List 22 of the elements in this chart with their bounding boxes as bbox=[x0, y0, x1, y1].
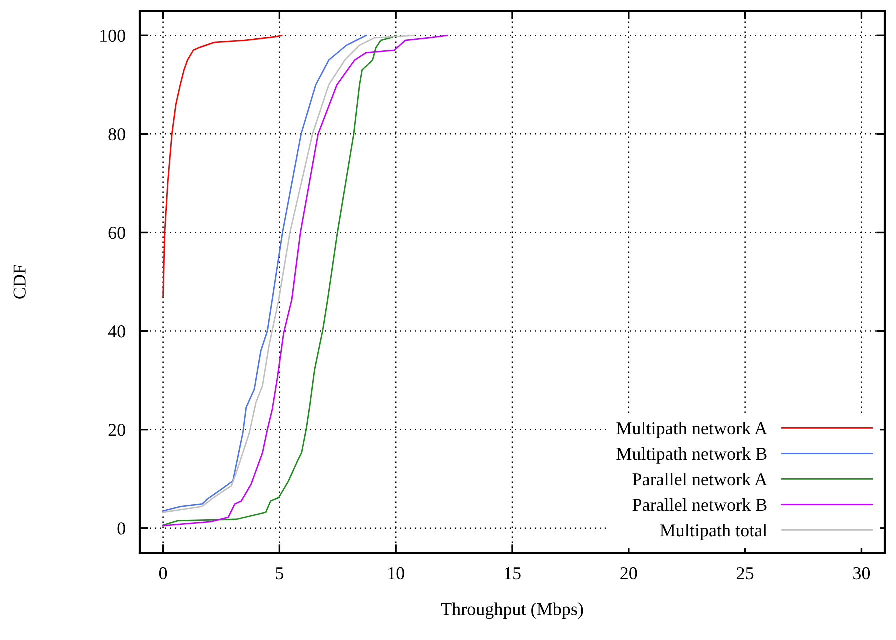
legend-label: Parallel network A bbox=[632, 472, 768, 486]
x-tick-label: 5 bbox=[276, 568, 284, 580]
x-axis-title: Throughput (Mbps) bbox=[441, 602, 584, 620]
x-tick-label: 20 bbox=[620, 567, 638, 580]
legend-label: Parallel network B bbox=[632, 498, 767, 512]
legend-label: Multipath total bbox=[660, 524, 768, 540]
y-tick-label: 40 bbox=[108, 326, 126, 338]
legend-label: Multipath network A bbox=[616, 422, 768, 438]
y-tick-label: 20 bbox=[108, 424, 126, 436]
x-tick-label: 25 bbox=[737, 567, 754, 580]
line-series bbox=[162, 34, 283, 298]
y-tick-label: 100 bbox=[100, 30, 126, 42]
line-series bbox=[162, 34, 367, 512]
x-tick-label: 0 bbox=[159, 567, 168, 580]
y-axis-title: CDF bbox=[14, 265, 26, 299]
legend-label: Multipath network B bbox=[616, 447, 767, 464]
x-tick-label: 30 bbox=[854, 567, 870, 580]
y-tick-label: 0 bbox=[118, 522, 126, 535]
x-tick-label: 10 bbox=[388, 567, 404, 580]
y-tick-label: 80 bbox=[108, 128, 126, 141]
y-tick-label: 60 bbox=[108, 226, 126, 240]
x-tick-label: 15 bbox=[505, 568, 521, 580]
